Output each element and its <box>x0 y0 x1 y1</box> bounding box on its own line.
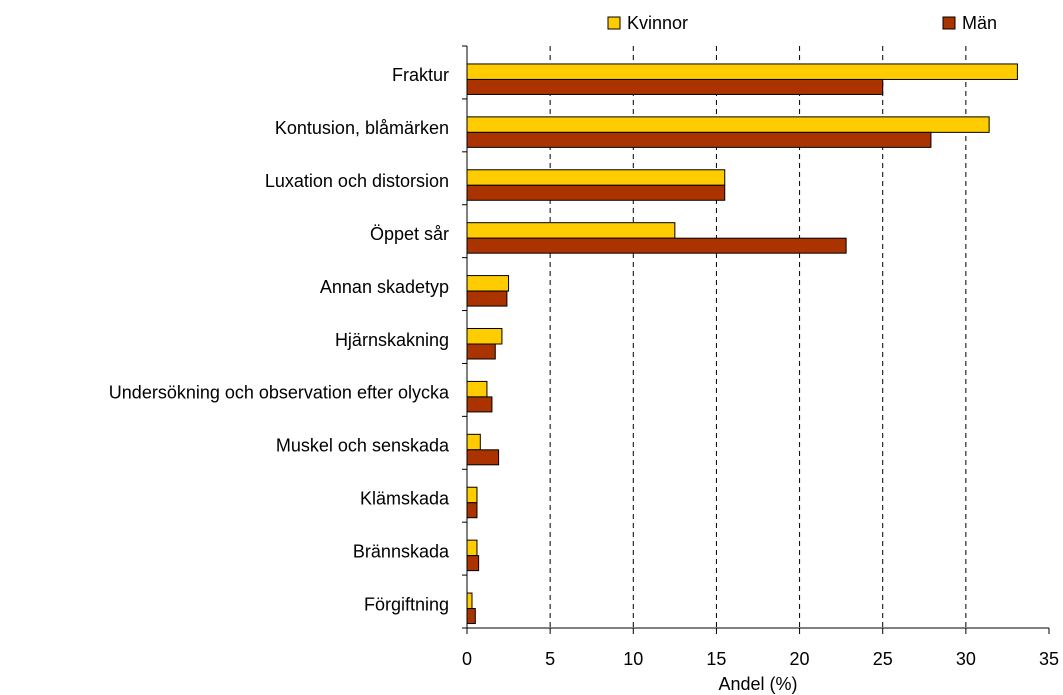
legend-label: Män <box>962 13 997 33</box>
x-tick-label: 10 <box>623 649 643 669</box>
legend-swatch <box>942 16 956 30</box>
bar <box>466 380 488 398</box>
x-tick-label: 5 <box>545 649 555 669</box>
y-tick-label: Muskel och senskada <box>276 436 450 456</box>
y-tick-label: Annan skadetyp <box>320 277 449 297</box>
bar <box>466 343 496 360</box>
bar <box>466 539 478 557</box>
x-tick-label: 15 <box>706 649 726 669</box>
y-tick-label: Klämskada <box>360 488 450 508</box>
x-tick-label: 35 <box>1039 649 1059 669</box>
bar <box>466 290 508 307</box>
bar <box>466 63 1018 80</box>
bar <box>466 608 476 625</box>
bar <box>466 396 493 413</box>
y-tick-label: Kontusion, blåmärken <box>275 118 449 138</box>
y-tick-label: Fraktur <box>392 65 449 85</box>
bar <box>466 237 847 254</box>
bar <box>466 184 726 201</box>
bar <box>466 169 726 186</box>
legend-swatch <box>607 16 621 30</box>
x-tick-label: 25 <box>873 649 893 669</box>
bar <box>466 449 500 466</box>
y-tick-label: Öppet sår <box>370 224 449 244</box>
bar <box>466 502 478 519</box>
bar <box>466 222 676 239</box>
x-tick-label: 0 <box>462 649 472 669</box>
bar <box>466 131 932 148</box>
bar <box>466 78 884 95</box>
y-tick-label: Hjärnskakning <box>335 330 449 350</box>
bar <box>466 328 503 345</box>
bar <box>466 555 480 572</box>
legend-label: Kvinnor <box>627 13 688 33</box>
bar <box>466 433 481 451</box>
y-tick-label: Förgiftning <box>364 594 449 614</box>
bar <box>466 592 473 610</box>
x-axis-label: Andel (%) <box>718 674 797 694</box>
y-tick-label: Undersökning och observation efter olyck… <box>109 383 450 403</box>
bar <box>466 275 510 292</box>
x-tick-label: 20 <box>790 649 810 669</box>
x-tick-label: 30 <box>956 649 976 669</box>
y-tick-label: Brännskada <box>353 541 450 561</box>
y-tick-label: Luxation och distorsion <box>265 171 449 191</box>
bar <box>466 486 478 504</box>
bar <box>466 116 990 133</box>
